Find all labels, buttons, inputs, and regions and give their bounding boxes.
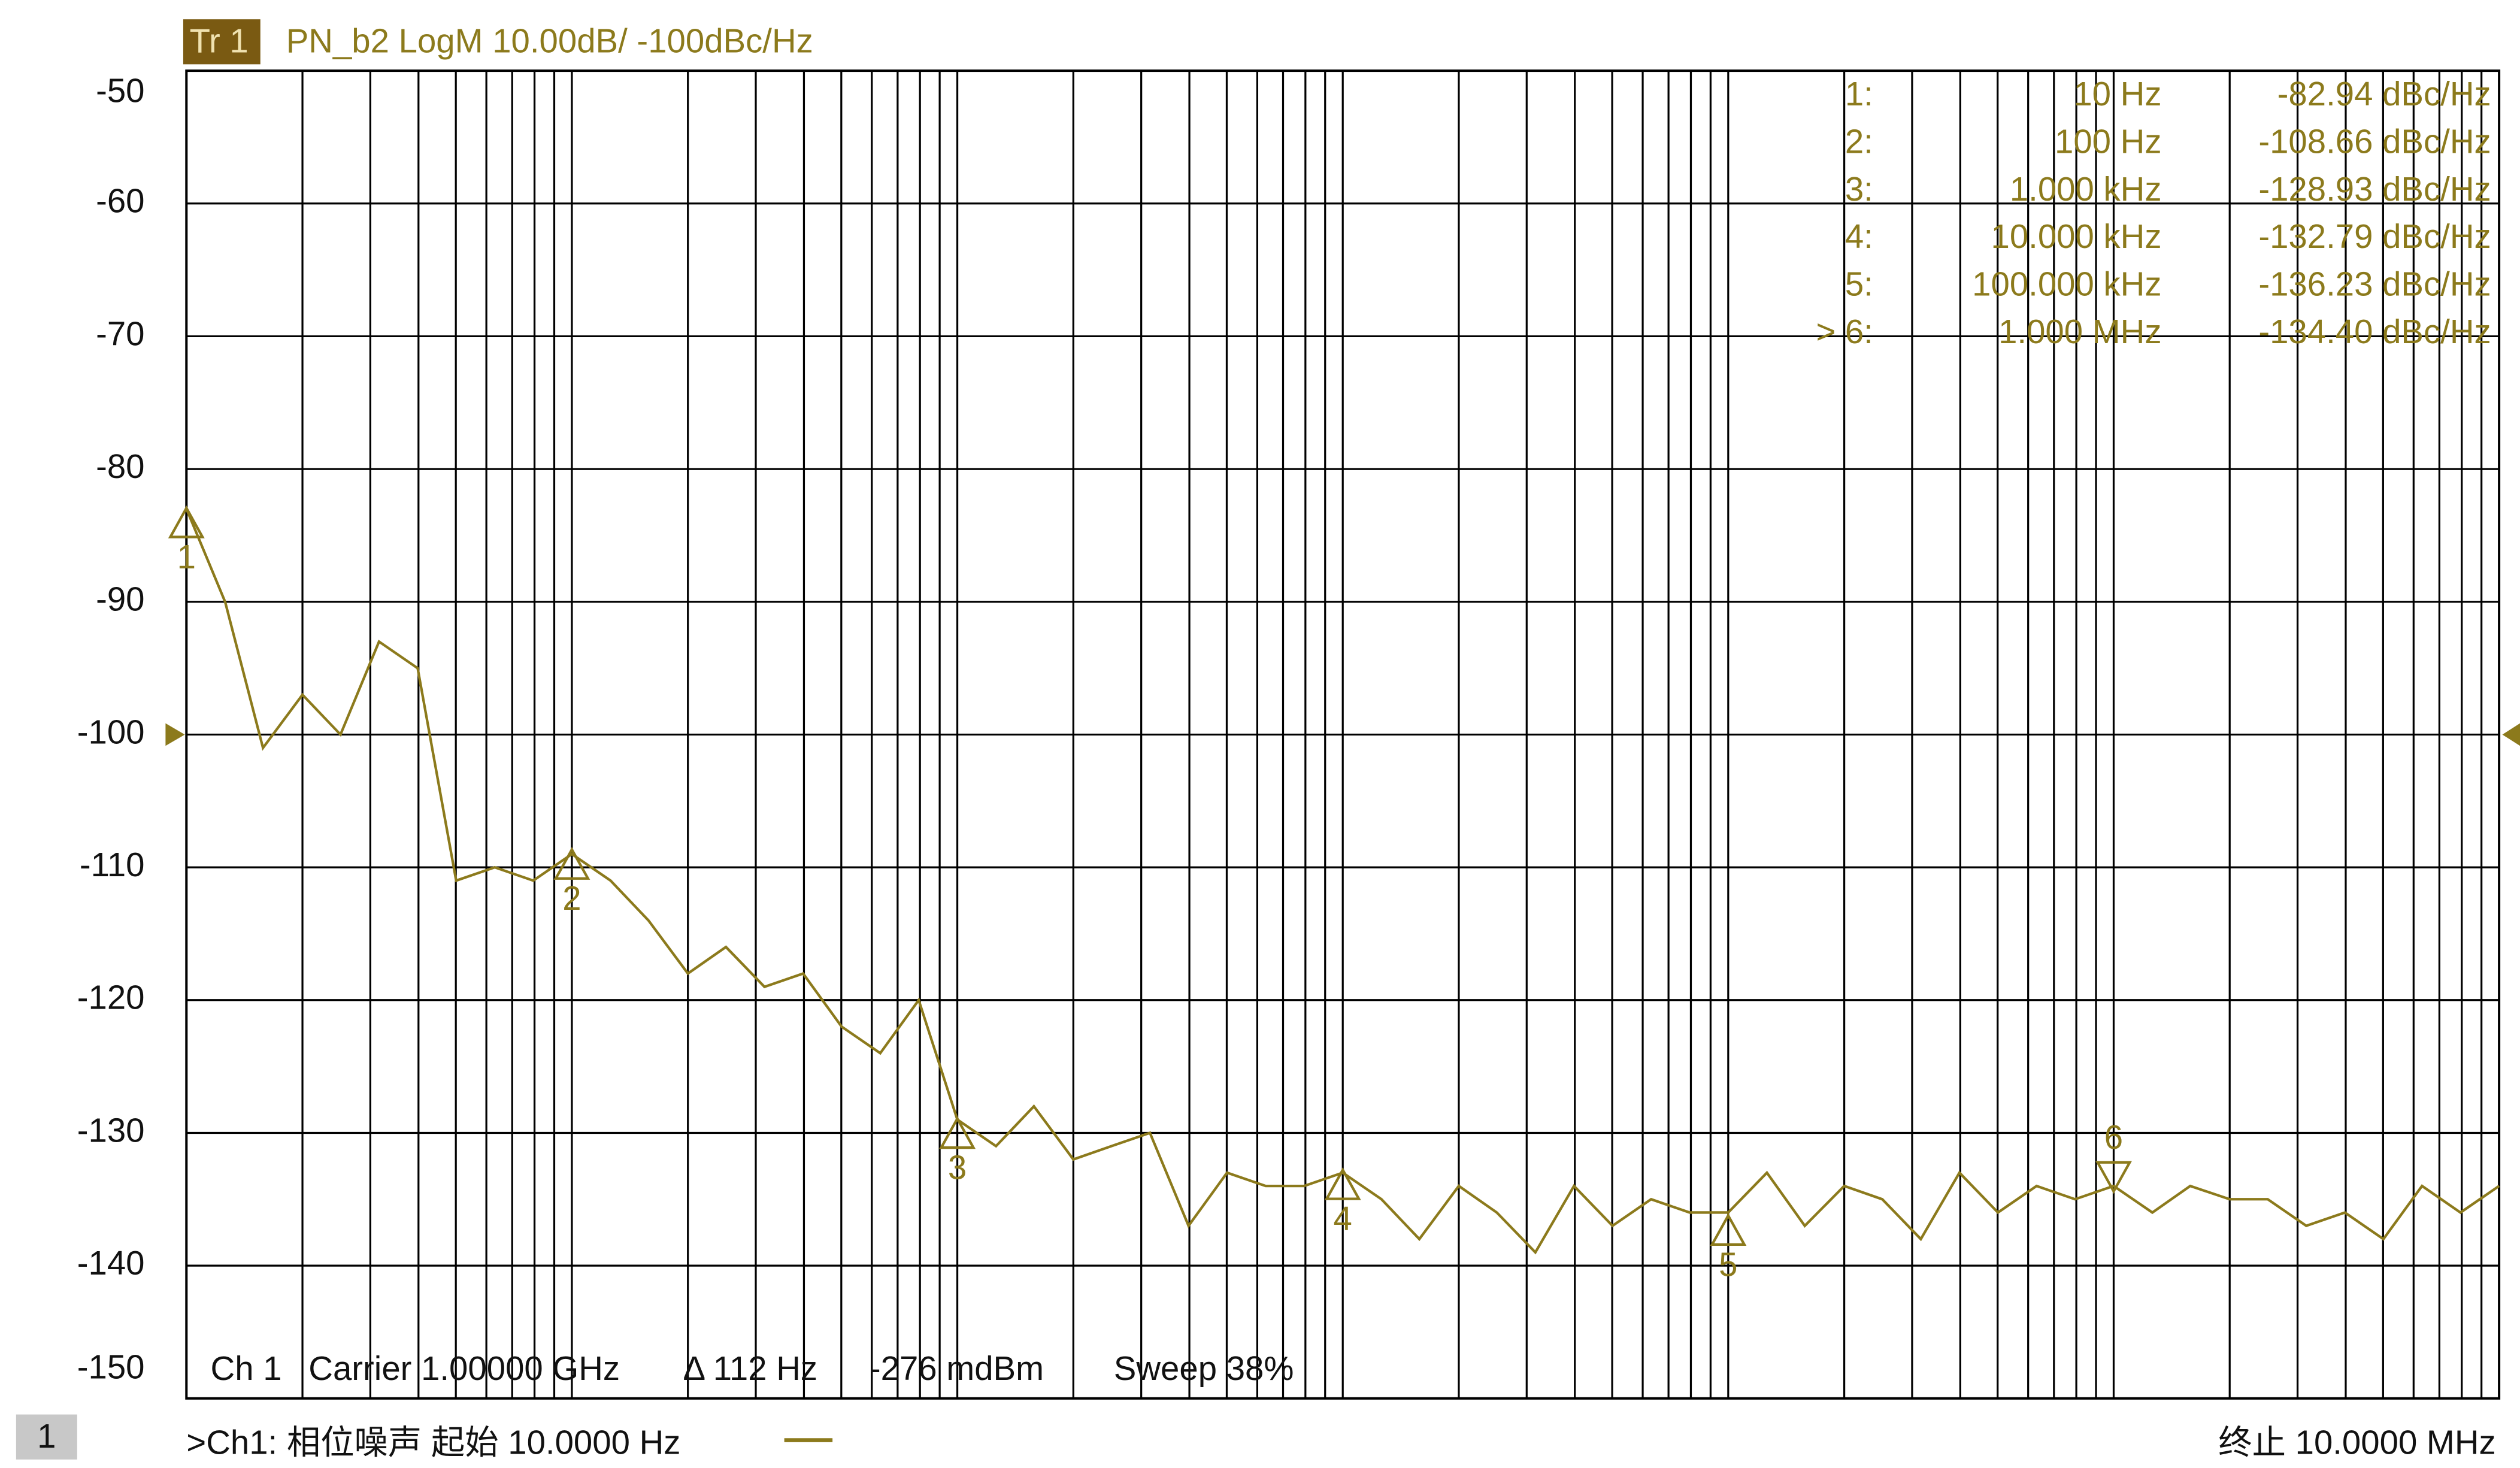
status-text: -276 mdBm <box>870 1349 1044 1387</box>
trace-tag: Tr 1 <box>190 22 249 59</box>
marker-table-id: 5: <box>1845 265 1873 303</box>
marker-table-y: -108.66 dBc/Hz <box>2258 122 2491 160</box>
channel-box <box>16 1414 77 1460</box>
marker-table-x: 100 Hz <box>2055 122 2162 160</box>
marker-table-id: 4: <box>1845 217 1873 255</box>
y-tick-label: -60 <box>96 182 144 220</box>
marker-id: 4 <box>1334 1200 1352 1237</box>
marker-table-x: 10 Hz <box>2073 75 2161 113</box>
marker-triangle <box>939 1116 976 1149</box>
reference-arrow <box>2502 723 2520 746</box>
marker-id: 1 <box>177 538 196 576</box>
marker-table-y: -82.94 dBc/Hz <box>2277 75 2491 113</box>
plot-border <box>185 69 2501 1400</box>
marker-table-x: 1.000 kHz <box>2010 170 2162 208</box>
marker-table-id: 3: <box>1845 170 1873 208</box>
y-tick-label: -140 <box>77 1244 145 1282</box>
trace-line <box>185 508 2500 1255</box>
y-tick-label: -150 <box>77 1348 145 1385</box>
y-tick-label: -130 <box>77 1111 145 1149</box>
status-text: Sweep 38% <box>1114 1349 1294 1387</box>
marker-id: 2 <box>562 879 581 917</box>
marker-id: 6 <box>2104 1118 2123 1156</box>
y-tick-label: -90 <box>96 580 144 618</box>
status-text: Carrier 1.00000 GHz <box>308 1349 620 1387</box>
marker-table-x: 1.000 MHz <box>1998 313 2161 350</box>
y-tick-label: -50 <box>96 72 144 110</box>
y-tick-label: -120 <box>77 979 145 1016</box>
marker-triangle <box>168 505 205 538</box>
marker-id: 5 <box>1719 1245 1737 1283</box>
chart-title: PN_b2 LogM 10.00dB/ -100dBc/Hz <box>286 22 813 59</box>
status-text: Δ 112 Hz <box>683 1349 818 1387</box>
marker-table-id: 2: <box>1845 122 1873 160</box>
channel-number: 1 <box>37 1417 56 1455</box>
marker-table-id: 1: <box>1845 75 1873 113</box>
marker-triangle <box>1324 1167 1361 1200</box>
marker-table-y: -132.79 dBc/Hz <box>2258 217 2491 255</box>
marker-triangle <box>1710 1213 1747 1246</box>
y-tick-label: -70 <box>96 314 144 352</box>
status-text: Ch 1 <box>211 1349 282 1387</box>
marker-table-x: 10.000 kHz <box>1991 217 2162 255</box>
reference-arrow <box>165 723 185 746</box>
marker-triangle <box>2095 1161 2132 1194</box>
marker-table-y: -136.23 dBc/Hz <box>2258 265 2491 303</box>
start-label: >Ch1: 相位噪声 起始 10.0000 Hz <box>186 1424 680 1461</box>
y-tick-label: -110 <box>80 846 145 883</box>
y-tick-label: -100 <box>77 713 145 750</box>
marker-triangle <box>553 846 590 880</box>
marker-id: 3 <box>948 1149 967 1186</box>
marker-table-y: -128.93 dBc/Hz <box>2258 170 2491 208</box>
stop-label: 终止 10.0000 MHz <box>2218 1424 2495 1461</box>
marker-table-y: -134.40 dBc/Hz <box>2258 313 2491 350</box>
marker-table-id: 6: <box>1845 313 1873 350</box>
y-tick-label: -80 <box>96 447 144 485</box>
trace-tag-box <box>183 19 261 65</box>
active-marker-symbol: > <box>1816 313 1836 350</box>
marker-table-x: 100.000 kHz <box>1972 265 2161 303</box>
